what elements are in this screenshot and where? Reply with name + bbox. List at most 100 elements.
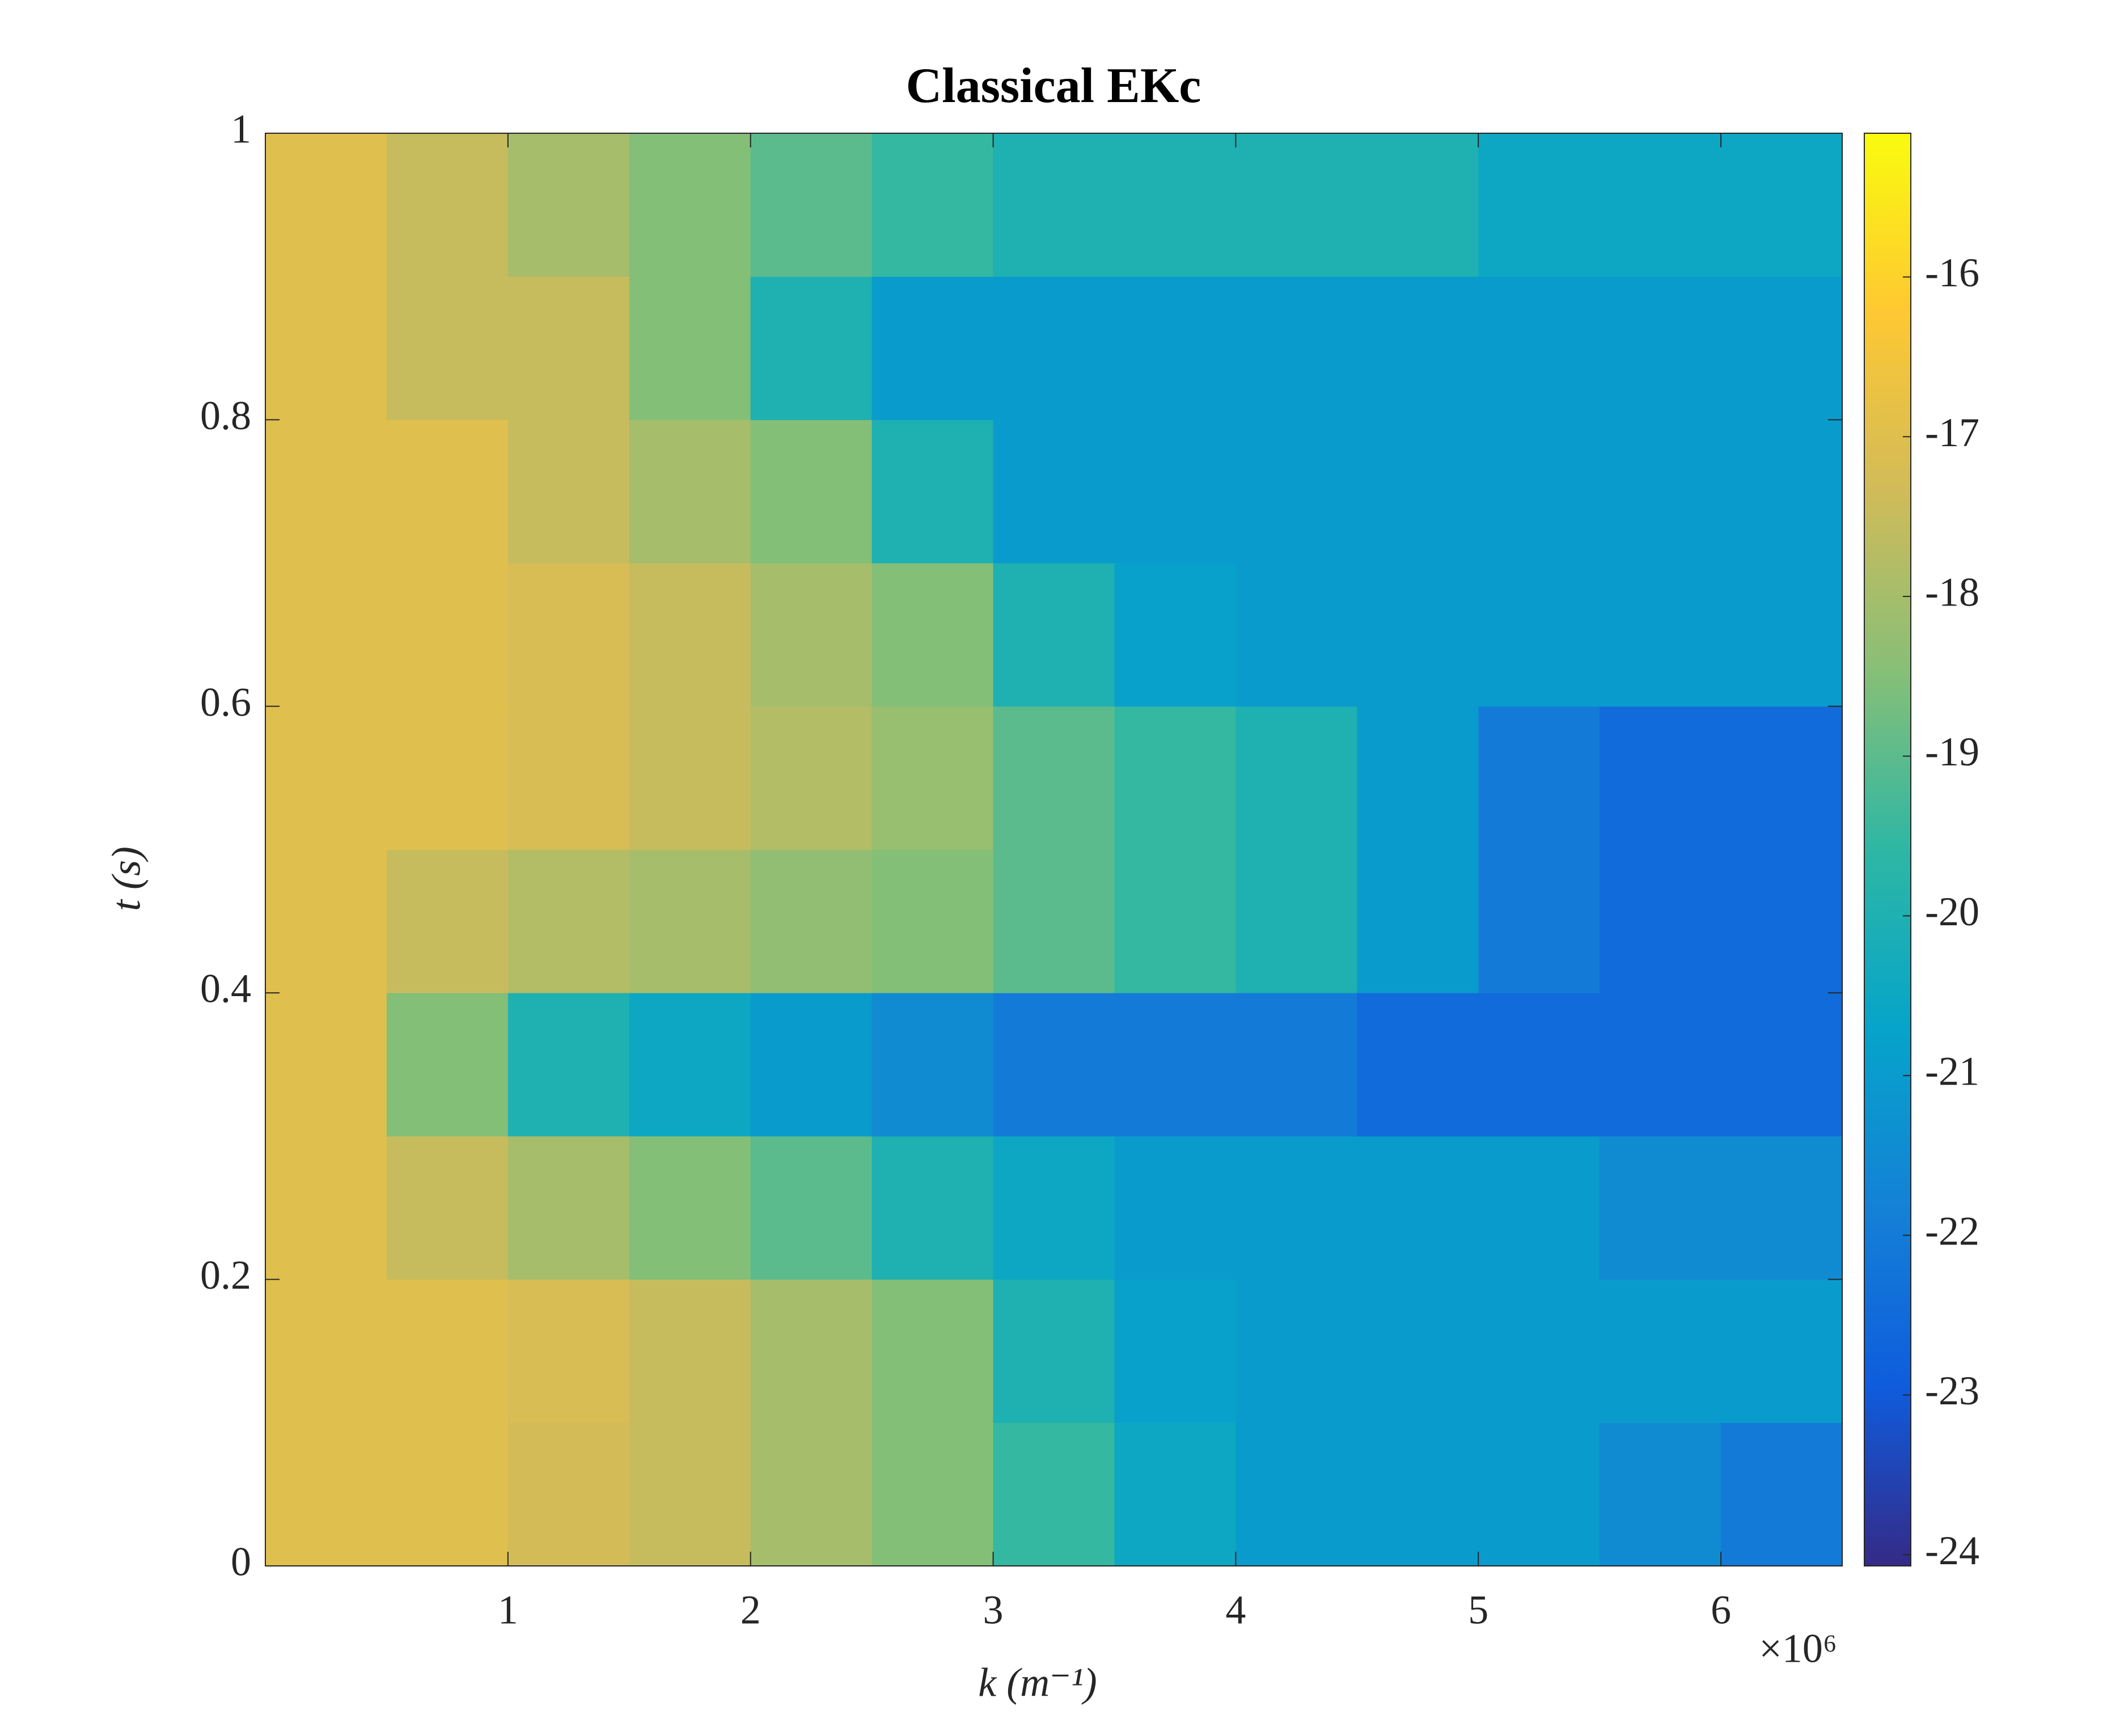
heat-cell (507, 563, 630, 707)
heat-cell (871, 563, 994, 707)
colorbar (1864, 133, 1911, 1566)
heat-cell (265, 706, 387, 850)
colorbar-tick-label: -17 (1925, 410, 1979, 455)
heat-cell (1114, 849, 1236, 993)
heat-cell (1357, 993, 1479, 1137)
heat-cell (386, 993, 509, 1137)
y-tick-label: 0.2 (200, 1252, 251, 1298)
heat-cell (1600, 1136, 1721, 1280)
heat-cell (1478, 1136, 1600, 1280)
heat-cell (386, 276, 509, 420)
heat-cell (386, 133, 509, 277)
heat-cell (629, 706, 751, 850)
heat-cell (629, 276, 751, 420)
heat-cell (1114, 133, 1236, 277)
heat-cell (1236, 1136, 1357, 1280)
heat-cell (1600, 276, 1721, 420)
heat-cell (1478, 563, 1600, 707)
heat-cell (507, 849, 630, 993)
x-tick-label: 6 (1711, 1587, 1731, 1633)
heat-cell (507, 706, 630, 850)
colorbar-tick-label: -22 (1925, 1208, 1979, 1254)
heat-cell (1721, 276, 1843, 420)
heat-cell (993, 276, 1115, 420)
heat-cell (1478, 133, 1600, 277)
heat-cell (386, 1136, 509, 1280)
heat-cell (265, 849, 387, 993)
heat-cell (1357, 563, 1479, 707)
heat-cell (629, 420, 751, 564)
heat-cell (629, 563, 751, 707)
heat-cell (871, 276, 994, 420)
heat-cell (1236, 706, 1357, 850)
heat-cell (386, 420, 509, 564)
heat-cell (750, 1136, 873, 1280)
heat-cell (1478, 1422, 1600, 1566)
heat-cell (265, 133, 387, 277)
heat-cell (507, 420, 630, 564)
heat-cell (1478, 706, 1600, 850)
heat-cell (993, 1136, 1115, 1280)
heat-cell (1114, 276, 1236, 420)
heat-cell (265, 563, 387, 707)
heat-cell (629, 1279, 751, 1423)
heat-cell (1114, 1136, 1236, 1280)
heat-cell (750, 706, 873, 850)
heat-cell (1478, 1279, 1600, 1423)
heat-cell (871, 849, 994, 993)
heat-cell (265, 993, 387, 1137)
colorbar-tick-label: -18 (1925, 569, 1979, 615)
heat-cell (750, 420, 873, 564)
colorbar-tick-label: -20 (1925, 889, 1979, 934)
heat-cell (1114, 706, 1236, 850)
heat-cell (1236, 133, 1357, 277)
heat-cell (993, 420, 1115, 564)
heat-cell (993, 1422, 1115, 1566)
heat-cell (265, 1422, 387, 1566)
heat-cell (1236, 563, 1357, 707)
heat-cell (265, 276, 387, 420)
heat-cell (1600, 849, 1721, 993)
y-tick-label: 0.4 (200, 966, 251, 1011)
heat-cell (629, 1422, 751, 1566)
y-tick-label: 0.8 (200, 393, 251, 438)
colorbar-tick-label: -24 (1925, 1528, 1979, 1573)
heat-cell (1236, 1279, 1357, 1423)
heat-cell (1478, 849, 1600, 993)
heat-cell (1478, 420, 1600, 564)
heat-cell (265, 1136, 387, 1280)
heat-cell (629, 993, 751, 1137)
heat-cell (1721, 849, 1843, 993)
x-tick-label: 2 (741, 1587, 761, 1633)
plot-frame (265, 133, 1843, 1566)
heat-cell (993, 133, 1115, 277)
heat-cell (1236, 993, 1357, 1137)
chart-title: Classical EKc (906, 58, 1201, 113)
heat-cell (386, 706, 509, 850)
heat-cell (750, 563, 873, 707)
heat-cell (386, 849, 509, 993)
colorbar-tick-label: -21 (1925, 1049, 1979, 1094)
heat-cell (1114, 1422, 1236, 1566)
colorbar-tick-label: -23 (1925, 1368, 1979, 1413)
heat-cell (1357, 1279, 1479, 1423)
heat-cell (993, 993, 1115, 1137)
heat-cell (1357, 1136, 1479, 1280)
colorbar-tick-label: -19 (1925, 729, 1979, 774)
heat-cell (871, 1422, 994, 1566)
x-tick-label: 1 (498, 1587, 518, 1633)
heat-cell (1236, 849, 1357, 993)
heat-cell (1600, 420, 1721, 564)
heat-cell (871, 1279, 994, 1423)
heat-cell (629, 849, 751, 993)
heat-cell (629, 1136, 751, 1280)
heat-cell (1721, 133, 1843, 277)
heat-cell (1600, 133, 1721, 277)
heat-cell (1114, 993, 1236, 1137)
heat-cell (750, 1422, 873, 1566)
heat-cell (750, 1279, 873, 1423)
heat-cell (871, 133, 994, 277)
heat-cell (507, 1136, 630, 1280)
heat-cell (1600, 1422, 1721, 1566)
